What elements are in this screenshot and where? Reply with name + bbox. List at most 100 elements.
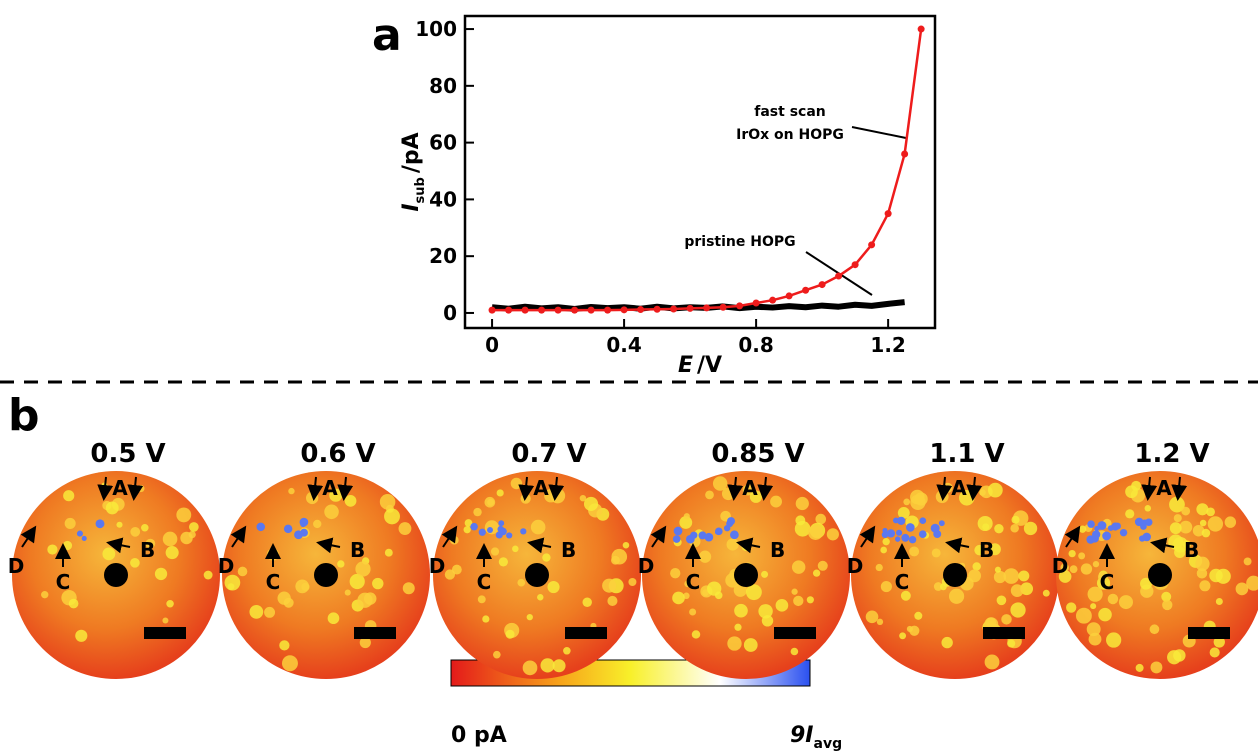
secm-image: 0.6 V A B C D xyxy=(218,439,430,679)
hot-spot xyxy=(1058,570,1072,583)
data-point xyxy=(521,306,529,314)
potential-label: 0.7 V xyxy=(511,439,586,469)
arrow xyxy=(1171,476,1188,501)
hot-spot xyxy=(1087,586,1103,602)
blue-spot xyxy=(76,530,83,537)
hot-spot xyxy=(1135,663,1144,672)
blue-spot xyxy=(906,523,915,532)
blue-spot xyxy=(918,530,927,539)
hot-spot xyxy=(791,560,806,574)
hot-spot xyxy=(1007,639,1016,648)
hot-spot xyxy=(349,573,365,590)
data-point xyxy=(637,306,645,314)
hot-spot xyxy=(1023,521,1038,536)
hot-spot xyxy=(808,525,823,540)
blue-spot xyxy=(938,520,945,527)
hot-spot xyxy=(344,589,351,596)
hot-spot xyxy=(102,547,116,561)
hot-spot xyxy=(743,638,758,652)
hot-spot xyxy=(1192,524,1205,537)
hot-spot xyxy=(1209,568,1223,583)
arrow xyxy=(1064,525,1081,548)
arrow xyxy=(230,525,247,548)
site-label: C xyxy=(266,570,281,594)
hot-spot xyxy=(1010,584,1024,597)
site-label: B xyxy=(140,538,155,562)
hot-spot xyxy=(313,519,322,529)
hot-spot xyxy=(705,490,714,500)
hot-spot xyxy=(283,597,294,608)
hot-spot xyxy=(712,476,728,491)
hot-spot xyxy=(337,560,345,568)
hot-spot xyxy=(1010,602,1026,618)
hot-spot xyxy=(583,496,599,511)
blue-spot xyxy=(1119,528,1128,537)
hot-spot xyxy=(1246,575,1258,591)
hot-spot xyxy=(550,488,566,504)
tip-dot xyxy=(943,563,967,587)
hot-spot xyxy=(899,632,907,640)
hot-spot xyxy=(897,506,910,519)
blue-spot xyxy=(299,517,309,527)
hot-spot xyxy=(622,541,630,549)
data-point xyxy=(785,292,793,300)
data-point xyxy=(538,306,546,314)
site-label: C xyxy=(895,570,910,594)
hot-spot xyxy=(1092,560,1100,568)
hot-spot xyxy=(1106,632,1122,648)
hot-spot xyxy=(1199,519,1207,527)
site-label: A xyxy=(951,476,967,500)
y-tick-label: 40 xyxy=(429,187,457,211)
scale-bar xyxy=(354,627,396,639)
site-label: D xyxy=(638,554,655,578)
hot-spot xyxy=(1201,528,1211,538)
tip-dot xyxy=(314,563,338,587)
hot-spot xyxy=(734,623,742,631)
hot-spot xyxy=(1001,614,1012,625)
hot-spot xyxy=(734,603,748,618)
site-label: A xyxy=(1156,476,1172,500)
hot-spot xyxy=(203,570,213,580)
hot-spot xyxy=(909,625,920,636)
hot-spot xyxy=(162,531,178,547)
hot-spot xyxy=(988,543,1001,556)
hot-spot xyxy=(68,598,79,609)
blue-spot xyxy=(908,536,917,544)
data-point xyxy=(752,299,760,307)
hot-spot xyxy=(795,496,809,511)
x-tick-label: 1.2 xyxy=(870,333,905,357)
blue-spot xyxy=(95,519,105,529)
hot-spot xyxy=(826,528,839,541)
hot-spot xyxy=(982,523,990,531)
hot-spot xyxy=(1150,661,1163,674)
hot-spot xyxy=(1066,602,1077,613)
panel-label: a xyxy=(372,10,402,61)
data-point xyxy=(818,281,826,289)
hot-spot xyxy=(327,612,340,625)
tip-dot xyxy=(104,563,128,587)
data-point xyxy=(703,304,711,312)
hot-spot xyxy=(63,490,75,502)
blue-spot xyxy=(81,535,87,541)
y-tick-label: 20 xyxy=(429,244,457,268)
arrow xyxy=(736,537,761,554)
arrow xyxy=(518,476,535,501)
arrow xyxy=(441,525,458,548)
hot-spot xyxy=(1243,557,1252,566)
site-label: C xyxy=(477,570,492,594)
secm-image: 0.7 V A B C D xyxy=(429,439,641,679)
hot-spot xyxy=(582,597,592,607)
hot-spot xyxy=(994,523,1004,534)
secm-image: 1.2 V A B C D xyxy=(1052,439,1258,679)
data-point xyxy=(802,286,810,294)
hot-spot xyxy=(742,484,754,496)
series-line xyxy=(492,28,923,312)
hot-spot xyxy=(444,569,456,580)
site-label: B xyxy=(979,538,994,562)
hot-spot xyxy=(1213,636,1225,648)
hot-spot xyxy=(691,630,701,639)
tip-dot xyxy=(525,563,549,587)
hot-spot xyxy=(707,581,722,596)
hot-spot xyxy=(727,636,742,651)
arrow xyxy=(757,476,774,501)
